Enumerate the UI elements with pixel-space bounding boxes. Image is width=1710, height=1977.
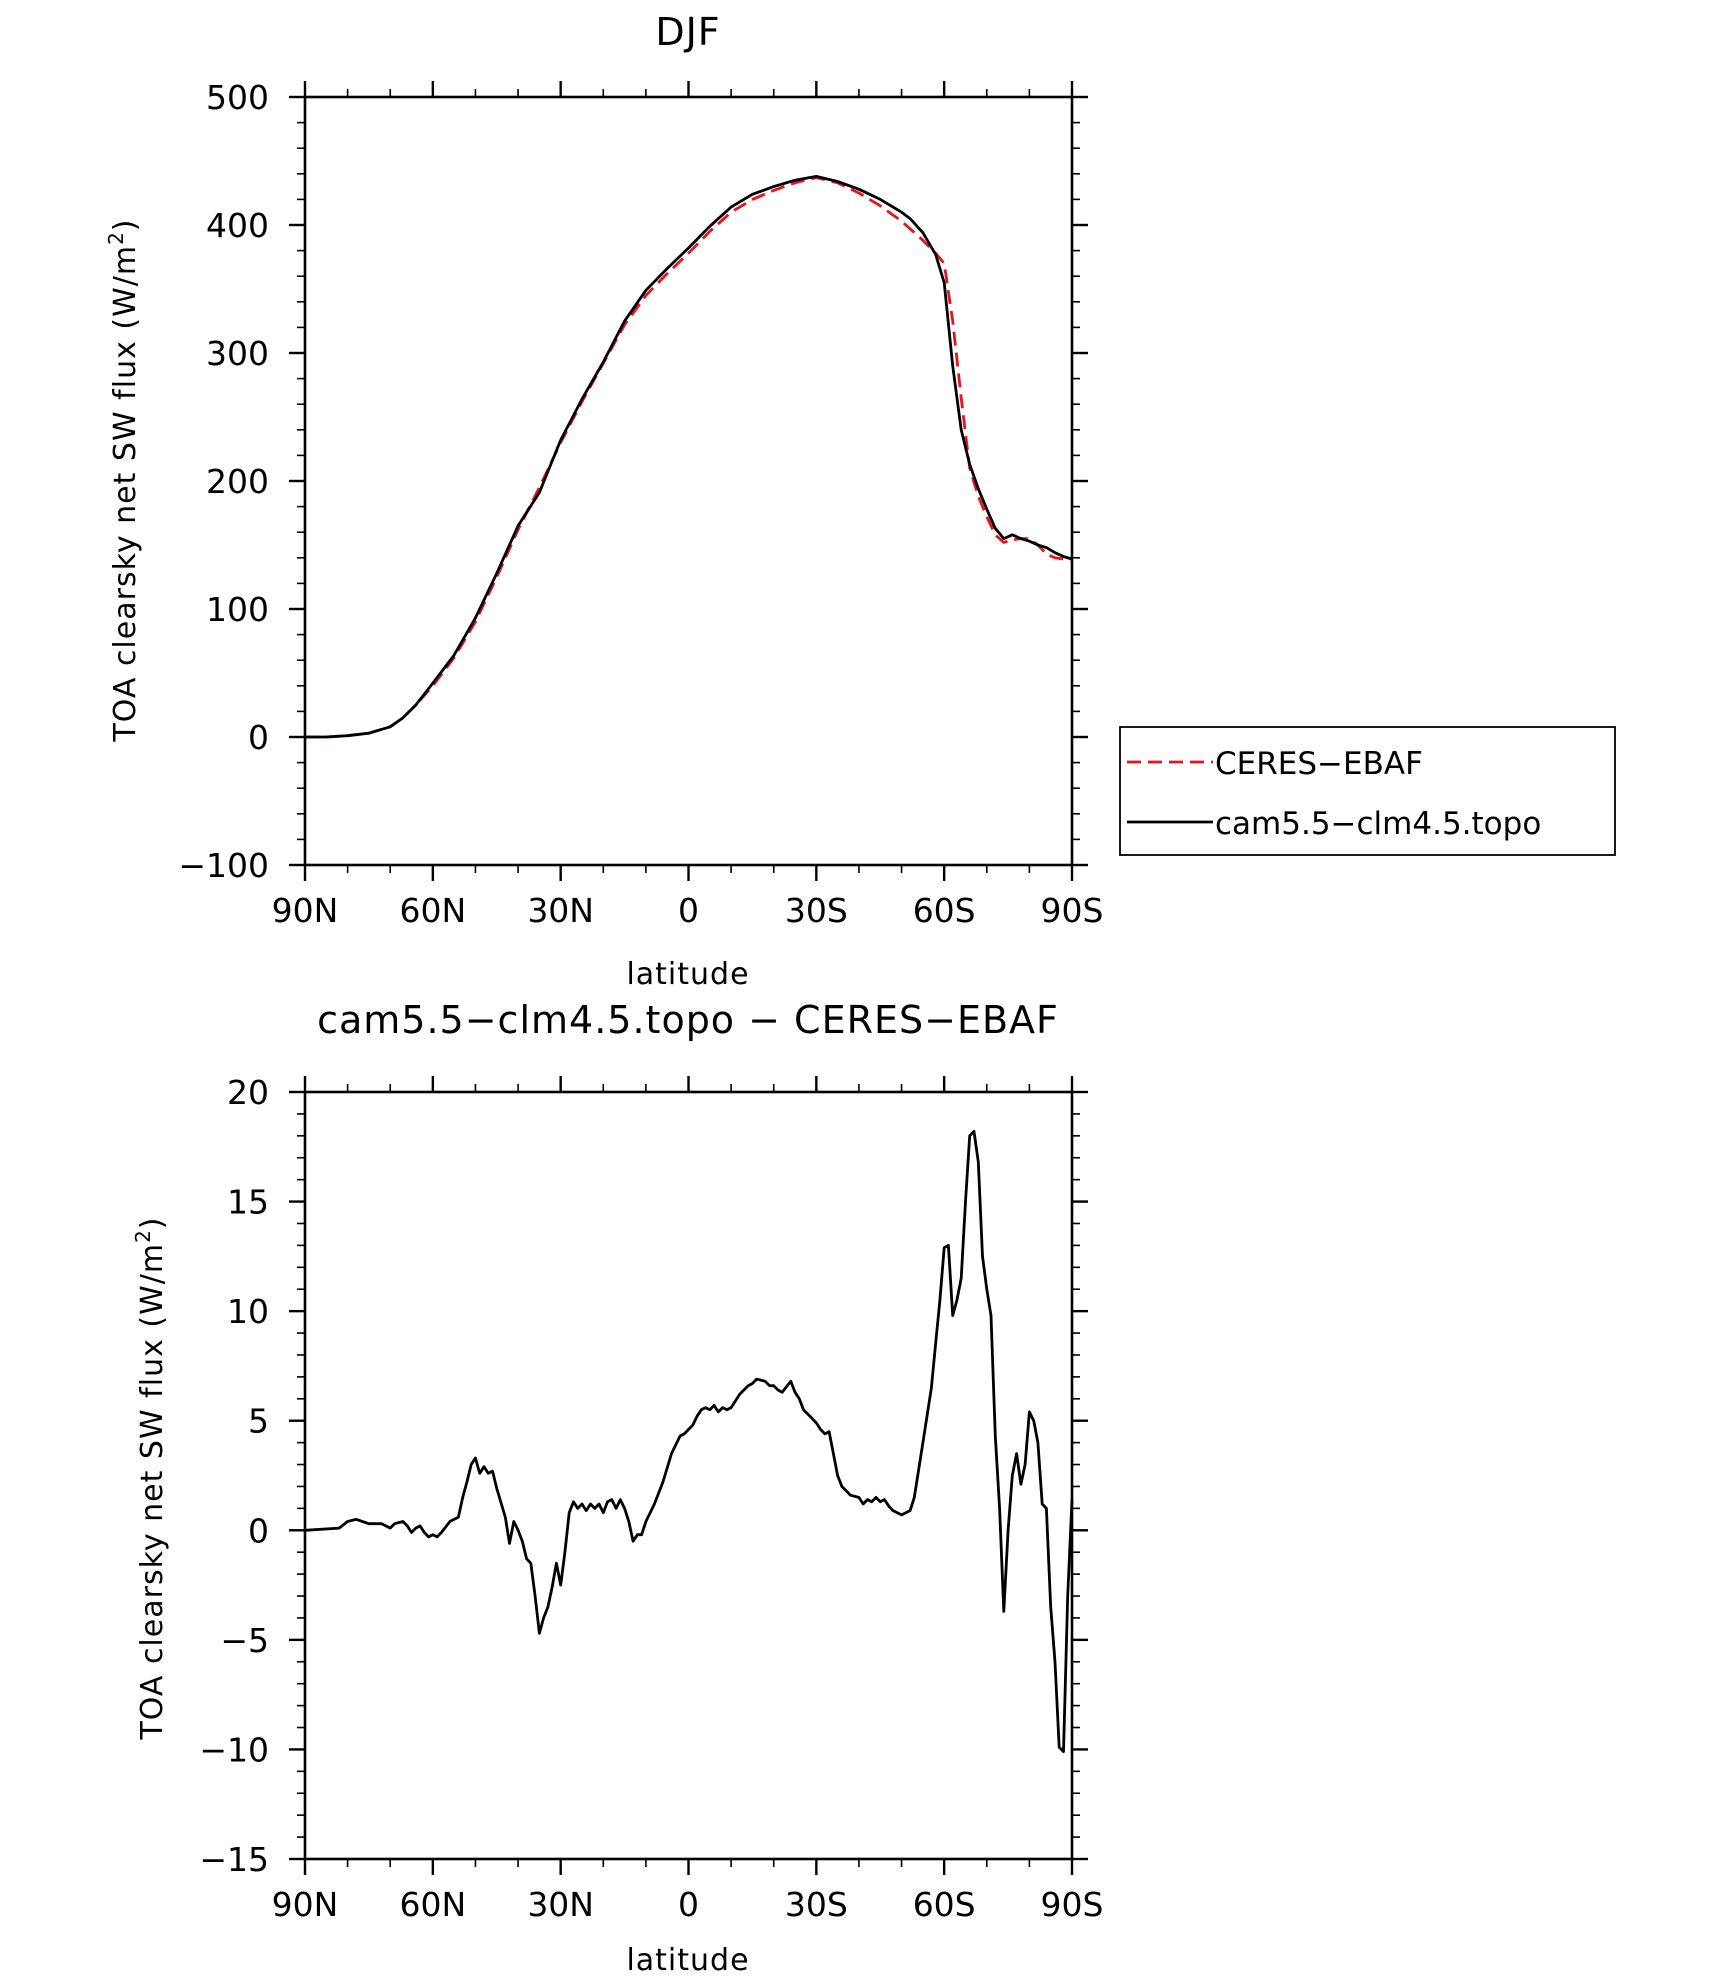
bottom-chart-tick-labels: 90N 60N 30N 0 30S 60S 90S −15 −10 −5 0 5 10 15 20	[199, 1073, 1103, 1924]
top-chart-lines	[305, 174, 1073, 739]
bottom-ytick-label: −5	[220, 1621, 269, 1660]
top-series-0-line	[305, 176, 1072, 739]
top-chart: DJF TOA clearsky net SW flux (W/m2) lati…	[104, 10, 1616, 992]
bottom-ytick-label: 0	[248, 1511, 269, 1550]
top-xtick-label: 90S	[1041, 891, 1104, 930]
top-chart-ylabel: TOA clearsky net SW flux (W/m2)	[104, 218, 143, 742]
legend-box	[1119, 726, 1616, 856]
top-ytick-label: −100	[178, 846, 269, 885]
bottom-chart-xlabel: latitude	[626, 1943, 749, 1977]
top-xtick-label: 30S	[785, 891, 848, 930]
top-ytick-label: 200	[206, 462, 269, 501]
top-chart-ylabel-sup: 2	[104, 231, 128, 245]
legend-cam-label: cam5.5−clm4.5.topo	[1215, 806, 1541, 842]
bottom-chart-minor-ticks	[297, 1084, 1080, 1867]
top-ytick-label: 400	[206, 206, 269, 245]
bottom-xtick-label: 30N	[527, 1885, 594, 1924]
top-ytick-label: 500	[206, 78, 269, 117]
bottom-chart-major-ticks	[289, 1076, 1088, 1875]
top-chart-ylabel-main: TOA clearsky net SW flux (W/m	[108, 245, 143, 743]
legend-ceres-label: CERES−EBAF	[1215, 746, 1423, 782]
bottom-ytick-label: −15	[199, 1840, 269, 1879]
bottom-ytick-label: 15	[227, 1183, 269, 1222]
top-chart-xlabel: latitude	[626, 957, 749, 992]
bottom-xtick-label: 60S	[913, 1885, 976, 1924]
bottom-xtick-label: 90N	[272, 1885, 339, 1924]
bottom-ytick-label: 20	[227, 1073, 269, 1112]
top-xtick-label: 90N	[272, 891, 339, 930]
top-ytick-label: 100	[206, 590, 269, 629]
top-chart-ylabel-close: )	[108, 218, 143, 231]
top-xtick-label: 30N	[527, 891, 594, 930]
bottom-chart-ylabel: TOA clearsky net SW flux (W/m2)	[131, 1216, 170, 1740]
bottom-xtick-label: 60N	[399, 1885, 466, 1924]
top-series-1-line	[305, 174, 1073, 739]
bottom-chart-ylabel-close: )	[135, 1216, 170, 1229]
top-chart-title: DJF	[655, 10, 720, 54]
top-chart-minor-ticks	[297, 89, 1080, 873]
bottom-ytick-label: −10	[199, 1730, 269, 1769]
top-xtick-label: 60N	[399, 891, 466, 930]
top-ytick-label: 300	[206, 334, 269, 373]
bottom-chart-title: cam5.5−clm4.5.topo − CERES−EBAF	[317, 998, 1059, 1042]
top-ytick-label: 0	[248, 718, 269, 757]
bottom-chart-ylabel-sup: 2	[131, 1229, 155, 1243]
top-chart-legend: CERES−EBAF cam5.5−clm4.5.topo	[1119, 726, 1616, 856]
bottom-chart-frame	[303, 1090, 1074, 1861]
top-chart-tick-labels: 90N 60N 30N 0 30S 60S 90S −100 0 100 200 300 400 500	[178, 78, 1103, 930]
bottom-xtick-label: 0	[678, 1885, 699, 1924]
bottom-chart-ylabel-main: TOA clearsky net SW flux (W/m	[135, 1243, 170, 1741]
bottom-series-0-line	[304, 1130, 1074, 1753]
bottom-xtick-label: 90S	[1041, 1885, 1104, 1924]
bottom-chart: cam5.5−clm4.5.topo − CERES−EBAF TOA clea…	[131, 998, 1103, 1977]
bottom-ytick-label: 5	[248, 1402, 269, 1441]
top-xtick-label: 0	[678, 891, 699, 930]
top-chart-major-ticks	[289, 81, 1088, 881]
bottom-xtick-label: 30S	[785, 1885, 848, 1924]
top-chart-frame	[303, 95, 1074, 867]
top-xtick-label: 60S	[913, 891, 976, 930]
bottom-ytick-label: 10	[227, 1292, 269, 1331]
bottom-chart-lines	[304, 1130, 1074, 1753]
